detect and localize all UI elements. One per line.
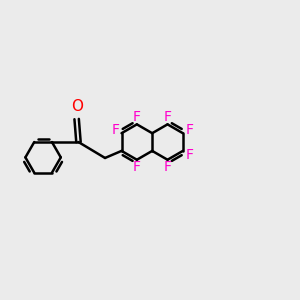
Text: O: O bbox=[70, 99, 83, 114]
Text: F: F bbox=[185, 148, 193, 162]
Text: F: F bbox=[164, 110, 172, 124]
Text: F: F bbox=[164, 160, 172, 174]
Text: F: F bbox=[185, 122, 193, 136]
Text: F: F bbox=[133, 160, 141, 174]
Text: F: F bbox=[111, 122, 119, 136]
Text: F: F bbox=[133, 110, 141, 124]
